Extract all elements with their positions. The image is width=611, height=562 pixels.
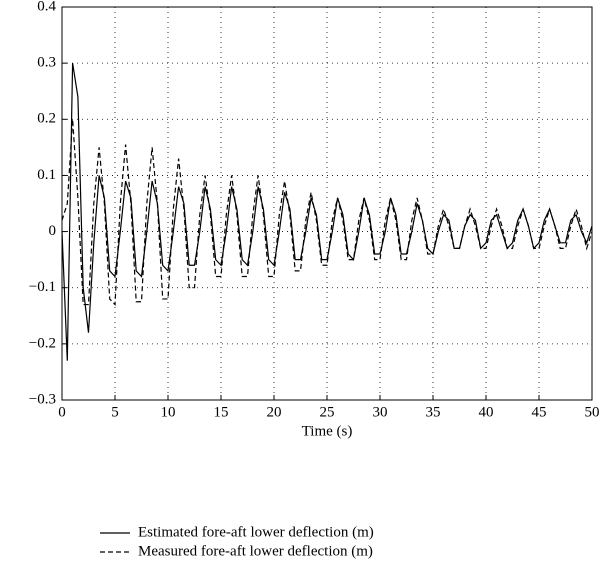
x-tick-label: 20 <box>267 404 282 420</box>
y-tick-label: 0.1 <box>37 167 56 183</box>
y-tick-label: −0.2 <box>29 335 56 351</box>
x-tick-label: 45 <box>532 404 547 420</box>
y-tick-label: 0.4 <box>37 0 56 14</box>
plot-frame <box>61 6 593 401</box>
x-tick-label: 5 <box>111 404 119 420</box>
x-tick-label: 15 <box>214 404 229 420</box>
x-tick-label: 0 <box>58 404 66 420</box>
x-tick-label: 40 <box>479 404 494 420</box>
legend-label: Estimated fore-aft lower deflection (m) <box>138 524 374 540</box>
x-tick-label: 10 <box>161 404 176 420</box>
series-line <box>61 119 593 306</box>
y-tick-label: 0.2 <box>37 111 56 127</box>
series-line <box>61 63 593 361</box>
legend-label: Measured fore-aft lower deflection (m) <box>138 543 373 559</box>
x-tick-label: 30 <box>373 404 388 420</box>
y-tick-label: 0.3 <box>37 55 56 71</box>
x-tick-label: 25 <box>320 404 335 420</box>
y-tick-label: −0.1 <box>29 279 56 295</box>
x-tick-label: 35 <box>426 404 441 420</box>
y-tick-label: −0.3 <box>29 391 56 407</box>
y-tick-label: 0 <box>49 223 57 239</box>
x-axis-label: Time (s) <box>302 423 353 439</box>
x-tick-label: 50 <box>585 404 600 420</box>
